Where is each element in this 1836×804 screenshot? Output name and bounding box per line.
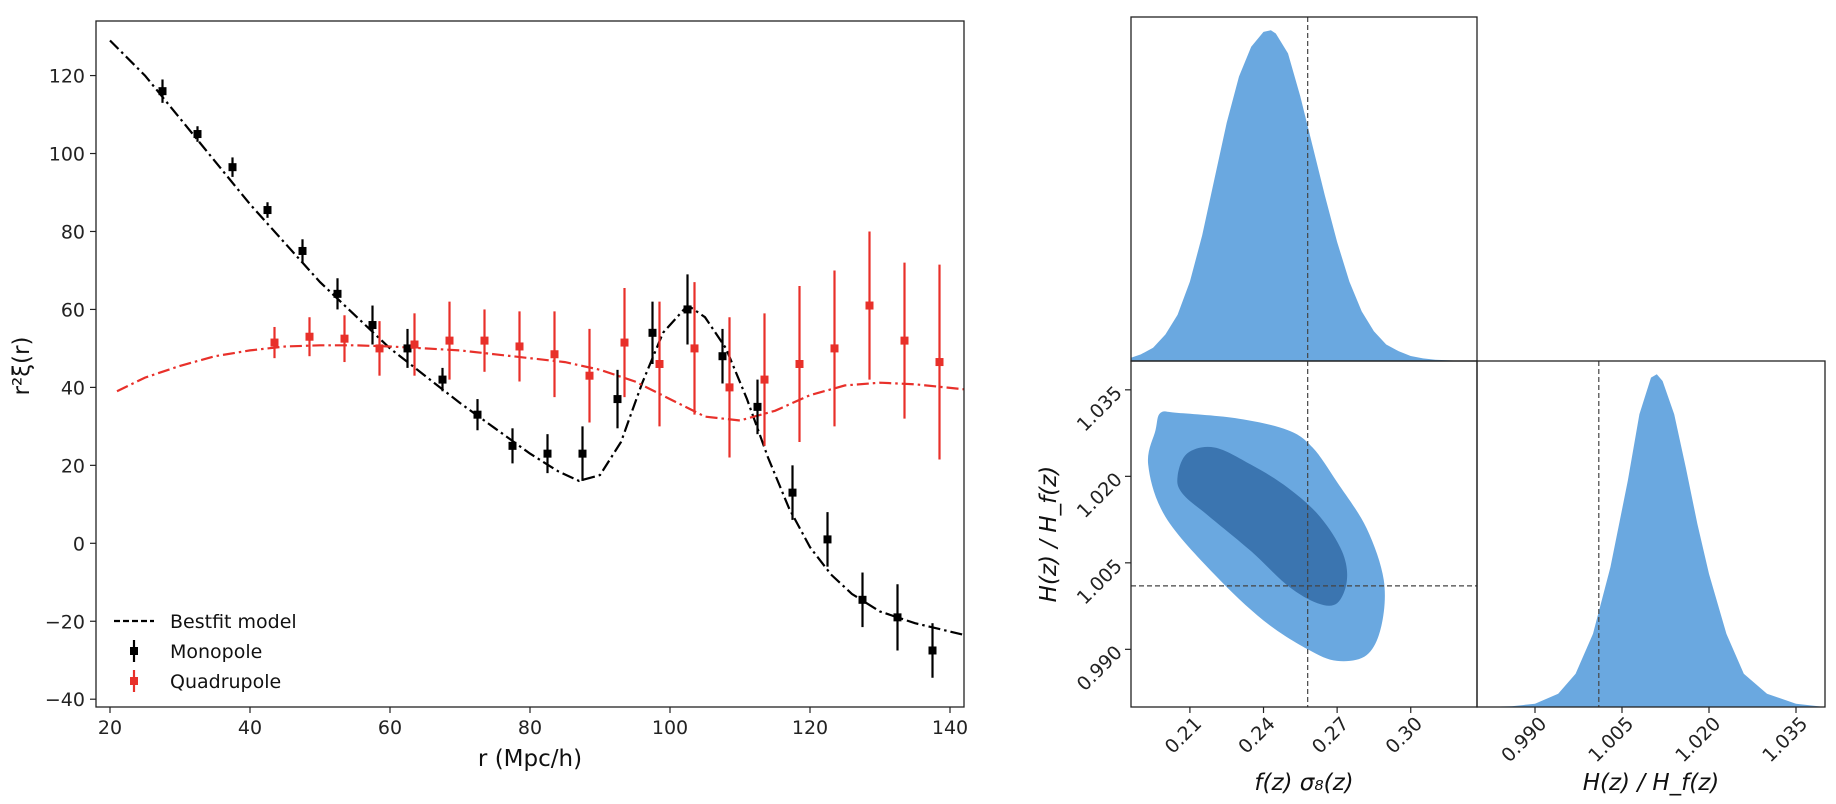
quadrupole-point <box>270 338 279 347</box>
marginal-x-axis-label: H(z) / H_f(z) <box>1583 770 1720 796</box>
x-tick-label: 0.30 <box>1382 713 1427 758</box>
x-tick-label: 80 <box>518 717 542 739</box>
monopole-point <box>158 87 167 96</box>
quadrupole-point <box>480 336 489 345</box>
monopole-point <box>368 321 377 330</box>
y-tick-label: 1.020 <box>1073 469 1127 523</box>
quadrupole-point <box>305 332 314 341</box>
x-tick-label: 0.990 <box>1497 713 1551 767</box>
monopole-point <box>648 328 657 337</box>
marginal-hz-area <box>1477 374 1825 707</box>
y-tick-label: 20 <box>61 455 85 477</box>
legend-monopole-swatch <box>130 647 138 655</box>
marginal-fsigma8-area <box>1131 30 1477 361</box>
monopole-point <box>193 130 202 139</box>
bestfit-monopole-curve <box>109 39 965 636</box>
monopole-point <box>403 344 412 353</box>
y-tick-label: 60 <box>61 299 85 321</box>
quadrupole-point <box>620 338 629 347</box>
x-tick-label: 60 <box>378 717 402 739</box>
y-tick-label: 1.035 <box>1073 382 1127 436</box>
quadrupole-point <box>865 301 874 310</box>
monopole-point <box>823 535 832 544</box>
contour-x-axis-label: f(z) σ₈(z) <box>1254 770 1353 796</box>
quadrupole-point <box>585 371 594 380</box>
x-axis-label: r (Mpc/h) <box>478 746 582 772</box>
x-tick-label: 0.27 <box>1308 713 1353 758</box>
quadrupole-point <box>690 344 699 353</box>
x-tick-label: 120 <box>792 717 828 739</box>
monopole-point <box>788 488 797 497</box>
monopole-point <box>438 375 447 384</box>
contour-68pct <box>1177 446 1348 606</box>
legend-quadrupole-swatch <box>130 677 138 685</box>
x-tick-label: 1.020 <box>1671 713 1725 767</box>
quadrupole-point <box>760 375 769 384</box>
monopole-point <box>718 352 727 361</box>
quadrupole-point <box>655 360 664 368</box>
quadrupole-point <box>515 342 524 351</box>
monopole-point <box>683 305 692 314</box>
legend-bestfit-label: Bestfit model <box>170 611 297 633</box>
y-tick-label: −40 <box>45 689 85 711</box>
monopole-point <box>333 289 342 298</box>
monopole-point <box>543 449 552 458</box>
y-tick-label: −20 <box>45 611 85 633</box>
monopole-point <box>298 246 307 255</box>
right-marginal-frame <box>1476 360 1826 708</box>
monopole-point <box>508 441 517 450</box>
y-tick-label: 100 <box>49 144 85 166</box>
quadrupole-point <box>445 336 454 345</box>
quadrupole-point <box>830 344 839 353</box>
x-tick-label: 40 <box>238 717 262 739</box>
monopole-point <box>263 206 272 215</box>
legend-quadrupole-label: Quadrupole <box>170 671 281 693</box>
legend-monopole-label: Monopole <box>170 641 262 663</box>
bestfit-quadrupole-curve <box>116 344 965 422</box>
contour-y-axis-label: H(z) / H_f(z) <box>1036 466 1062 603</box>
monopole-point <box>473 410 482 419</box>
quadrupole-point <box>410 340 419 349</box>
quadrupole-point <box>900 336 909 345</box>
x-tick-label: 1.005 <box>1584 713 1638 767</box>
monopole-point <box>928 646 937 655</box>
monopole-point <box>858 595 867 604</box>
quadrupole-point <box>375 344 384 353</box>
monopole-point <box>893 613 902 622</box>
y-tick-label: 120 <box>49 66 85 88</box>
monopole-point <box>613 395 622 404</box>
y-tick-label: 0 <box>73 533 85 555</box>
y-tick-label: 40 <box>61 377 85 399</box>
y-tick-label: 0.990 <box>1073 642 1127 696</box>
y-axis-label: r²ξ(r) <box>9 337 35 396</box>
quadrupole-point <box>795 360 804 368</box>
x-tick-label: 0.24 <box>1234 713 1279 758</box>
monopole-point <box>228 163 237 172</box>
x-tick-label: 100 <box>652 717 688 739</box>
quadrupole-point <box>340 334 349 343</box>
x-tick-label: 20 <box>98 717 122 739</box>
y-tick-label: 80 <box>61 221 85 243</box>
x-tick-label: 1.035 <box>1758 713 1812 767</box>
quadrupole-point <box>935 358 944 367</box>
quadrupole-point <box>725 383 734 392</box>
monopole-point <box>753 402 762 411</box>
x-tick-label: 140 <box>932 717 968 739</box>
monopole-point <box>578 449 587 458</box>
x-tick-label: 0.21 <box>1161 713 1206 758</box>
quadrupole-point <box>550 350 559 359</box>
y-tick-label: 1.005 <box>1073 555 1127 609</box>
